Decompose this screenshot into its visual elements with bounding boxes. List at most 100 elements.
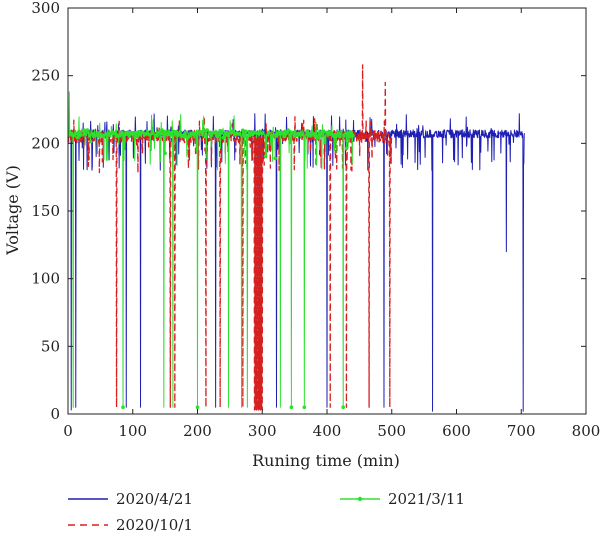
series-point-2 — [85, 128, 90, 132]
series-point-2 — [205, 128, 210, 132]
series-point-2 — [279, 131, 284, 136]
y-tick-label: 300 — [31, 0, 60, 17]
legend-label-2: 2021/3/11 — [388, 490, 465, 508]
series-point-2 — [143, 132, 148, 136]
series-point-2 — [344, 146, 349, 151]
series-point-2 — [166, 132, 171, 137]
series-point-2 — [263, 154, 268, 159]
legend-item-1: 2020/10/1 — [68, 516, 193, 534]
series-point-2 — [118, 133, 122, 138]
y-tick-label: 100 — [31, 270, 60, 288]
series-point-2 — [108, 131, 112, 135]
series-point-2 — [231, 129, 235, 134]
series-point-2 — [315, 135, 320, 140]
series-point-2 — [266, 130, 271, 135]
series-point-2 — [185, 135, 190, 139]
series-point-2 — [347, 134, 352, 139]
x-tick-label: 100 — [118, 422, 147, 440]
series-point-2 — [302, 405, 307, 410]
series-point-2 — [318, 134, 323, 138]
x-tick-label: 200 — [183, 422, 212, 440]
series-point-2 — [79, 133, 83, 137]
series-point-2 — [202, 128, 206, 132]
series-point-2 — [292, 134, 297, 138]
legend-item-2: 2021/3/11 — [340, 490, 465, 508]
series-point-2 — [176, 132, 180, 137]
x-tick-label: 800 — [572, 422, 600, 440]
series-point-2 — [69, 132, 74, 136]
series-point-2 — [198, 129, 203, 134]
x-tick-label: 0 — [63, 422, 73, 440]
series-point-2 — [283, 129, 287, 134]
series-point-2 — [305, 129, 310, 133]
y-tick-label: 150 — [31, 202, 60, 220]
series-line-0 — [68, 113, 525, 412]
series-point-2 — [321, 129, 326, 134]
x-axis-title: Runing time (min) — [252, 451, 400, 470]
series-point-2 — [211, 130, 216, 135]
series-point-2 — [140, 130, 145, 134]
series-point-2 — [260, 131, 265, 136]
series-point-2 — [257, 131, 261, 135]
series-point-2 — [208, 130, 213, 135]
series-point-2 — [270, 134, 274, 139]
series-point-2 — [189, 131, 193, 136]
series-point-2 — [286, 128, 290, 132]
series-point-2 — [92, 134, 96, 138]
series-point-2 — [309, 133, 313, 137]
series-point-2 — [273, 156, 278, 161]
legend-swatch-2 — [340, 496, 380, 502]
series-point-2 — [111, 131, 116, 136]
series-point-2 — [105, 132, 109, 137]
series-point-2 — [169, 130, 174, 135]
series-point-2 — [325, 130, 329, 135]
y-tick-label: 0 — [50, 405, 60, 423]
series-point-2 — [82, 128, 86, 132]
series-point-2 — [237, 132, 242, 136]
x-tick-label: 400 — [313, 422, 342, 440]
legend-swatch-1 — [68, 524, 108, 526]
series-point-2 — [338, 134, 342, 139]
series-point-2 — [163, 151, 167, 156]
series-point-2 — [124, 130, 129, 135]
series-point-2 — [88, 139, 93, 144]
series-point-2 — [137, 130, 142, 134]
x-tick-label: 700 — [507, 422, 536, 440]
series-point-2 — [351, 133, 355, 138]
series-point-2 — [121, 405, 125, 410]
series-point-2 — [289, 405, 294, 410]
series-point-2 — [247, 133, 252, 137]
series-point-2 — [156, 130, 161, 135]
series-point-2 — [312, 132, 316, 136]
series-point-2 — [75, 135, 80, 140]
series-point-2 — [328, 132, 333, 136]
series-point-2 — [179, 133, 184, 138]
series-point-2 — [114, 134, 119, 138]
series-point-2 — [127, 130, 132, 135]
series-point-2 — [296, 131, 300, 136]
series-point-2 — [182, 134, 187, 139]
series-point-2 — [218, 128, 222, 133]
series-point-2 — [192, 131, 197, 135]
series-point-2 — [173, 130, 177, 134]
series-point-2 — [234, 131, 239, 136]
legend-label-1: 2020/10/1 — [116, 516, 193, 534]
series-point-2 — [101, 133, 106, 138]
legend-item-0: 2020/4/21 — [68, 490, 193, 508]
series-point-2 — [250, 132, 255, 137]
series-point-2 — [215, 132, 219, 137]
series-layer — [68, 64, 525, 412]
series-point-2 — [244, 129, 248, 134]
x-tick-label: 500 — [377, 422, 406, 440]
series-point-2 — [98, 133, 103, 138]
series-point-2 — [195, 405, 200, 410]
legend-label-0: 2020/4/21 — [116, 490, 193, 508]
series-point-2 — [228, 130, 232, 135]
series-point-2 — [130, 131, 135, 135]
series-point-2 — [253, 130, 258, 135]
y-axis-title: Voltage (V) — [3, 165, 22, 256]
series-point-2 — [153, 134, 158, 138]
series-point-2 — [95, 131, 99, 136]
series-point-2 — [334, 132, 339, 137]
